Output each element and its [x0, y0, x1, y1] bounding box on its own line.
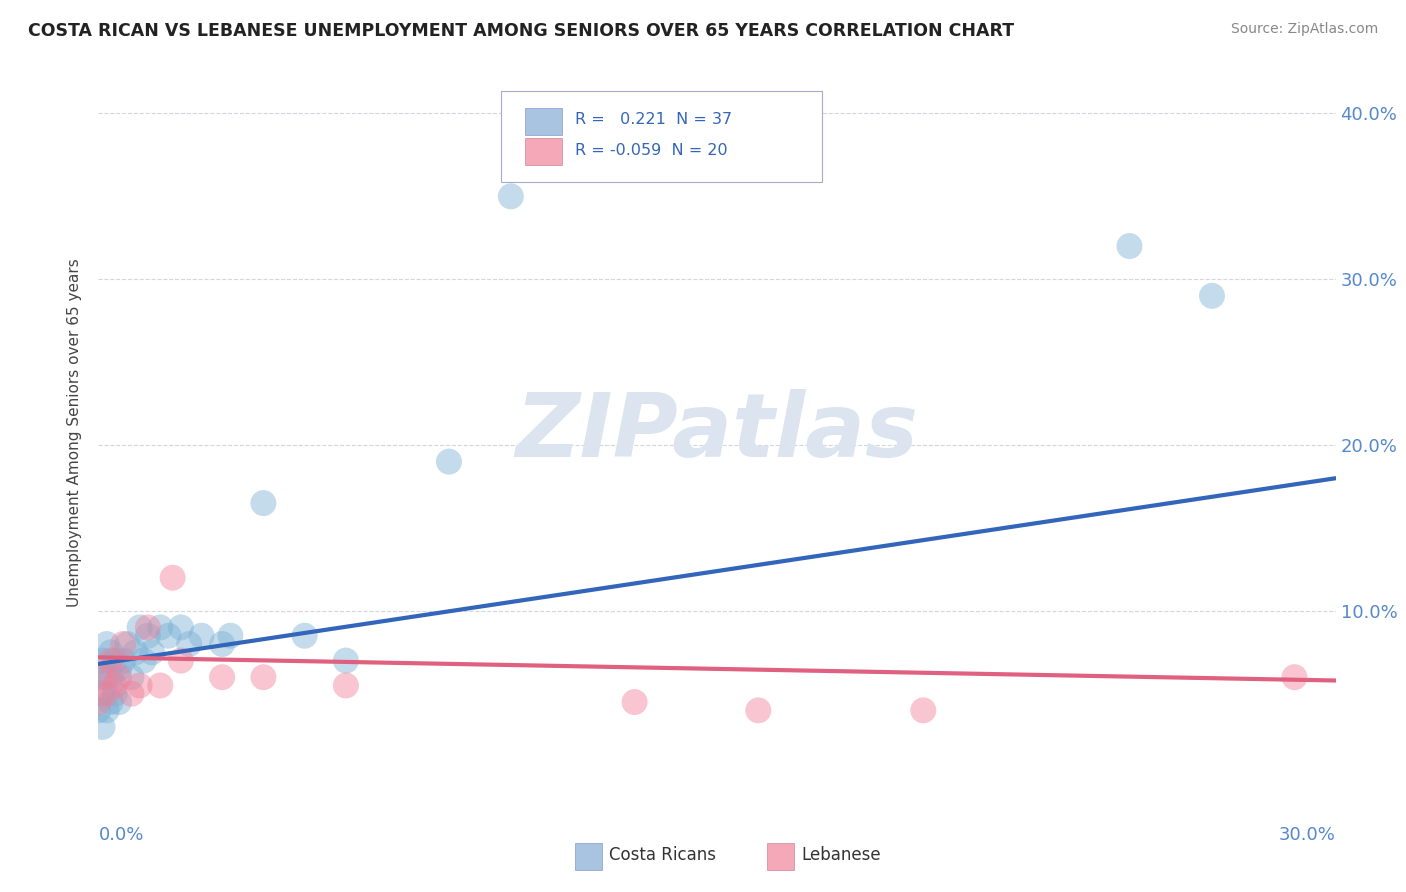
- Point: [252, 670, 274, 684]
- Point: [87, 703, 110, 717]
- Point: [120, 687, 142, 701]
- Point: [124, 645, 146, 659]
- Point: [294, 629, 316, 643]
- Point: [157, 629, 180, 643]
- Point: [252, 496, 274, 510]
- Point: [96, 687, 118, 701]
- Point: [100, 695, 122, 709]
- Point: [96, 637, 118, 651]
- Point: [87, 670, 110, 684]
- Text: R =   0.221  N = 37: R = 0.221 N = 37: [575, 112, 733, 127]
- Text: Lebanese: Lebanese: [801, 847, 880, 864]
- Point: [170, 654, 193, 668]
- Point: [108, 662, 131, 676]
- Bar: [526, 109, 562, 136]
- Point: [100, 654, 122, 668]
- Point: [747, 703, 769, 717]
- Point: [104, 654, 127, 668]
- Text: 0.0%: 0.0%: [98, 826, 143, 845]
- Point: [96, 703, 118, 717]
- Point: [499, 189, 522, 203]
- Bar: [766, 843, 794, 870]
- Point: [211, 637, 233, 651]
- Point: [108, 695, 131, 709]
- Point: [96, 670, 118, 684]
- Point: [335, 654, 357, 668]
- Point: [117, 637, 139, 651]
- Point: [219, 629, 242, 643]
- Point: [128, 678, 150, 692]
- Point: [437, 455, 460, 469]
- Point: [128, 620, 150, 634]
- Point: [91, 654, 114, 668]
- Text: Source: ZipAtlas.com: Source: ZipAtlas.com: [1230, 22, 1378, 37]
- Point: [211, 670, 233, 684]
- Text: Costa Ricans: Costa Ricans: [609, 847, 717, 864]
- Point: [100, 670, 122, 684]
- Text: COSTA RICAN VS LEBANESE UNEMPLOYMENT AMONG SENIORS OVER 65 YEARS CORRELATION CHA: COSTA RICAN VS LEBANESE UNEMPLOYMENT AMO…: [28, 22, 1014, 40]
- Point: [179, 637, 201, 651]
- Point: [136, 620, 159, 634]
- Point: [162, 571, 184, 585]
- Point: [120, 670, 142, 684]
- Point: [91, 720, 114, 734]
- Point: [1201, 289, 1223, 303]
- Point: [335, 678, 357, 692]
- Point: [104, 678, 127, 692]
- Point: [190, 629, 212, 643]
- Point: [132, 654, 155, 668]
- Point: [87, 695, 110, 709]
- Point: [912, 703, 935, 717]
- Text: R = -0.059  N = 20: R = -0.059 N = 20: [575, 144, 727, 158]
- Point: [170, 620, 193, 634]
- Point: [1118, 239, 1140, 253]
- Point: [1284, 670, 1306, 684]
- Point: [112, 654, 135, 668]
- Point: [100, 645, 122, 659]
- Point: [136, 629, 159, 643]
- Text: ZIPatlas: ZIPatlas: [516, 389, 918, 476]
- Point: [149, 620, 172, 634]
- Point: [108, 670, 131, 684]
- Point: [91, 670, 114, 684]
- Point: [149, 678, 172, 692]
- FancyBboxPatch shape: [501, 91, 823, 183]
- Point: [141, 645, 163, 659]
- Bar: [575, 843, 602, 870]
- Bar: [526, 138, 562, 165]
- Point: [91, 687, 114, 701]
- Point: [112, 637, 135, 651]
- Point: [104, 687, 127, 701]
- Point: [623, 695, 645, 709]
- Text: 30.0%: 30.0%: [1279, 826, 1336, 845]
- Y-axis label: Unemployment Among Seniors over 65 years: Unemployment Among Seniors over 65 years: [67, 259, 83, 607]
